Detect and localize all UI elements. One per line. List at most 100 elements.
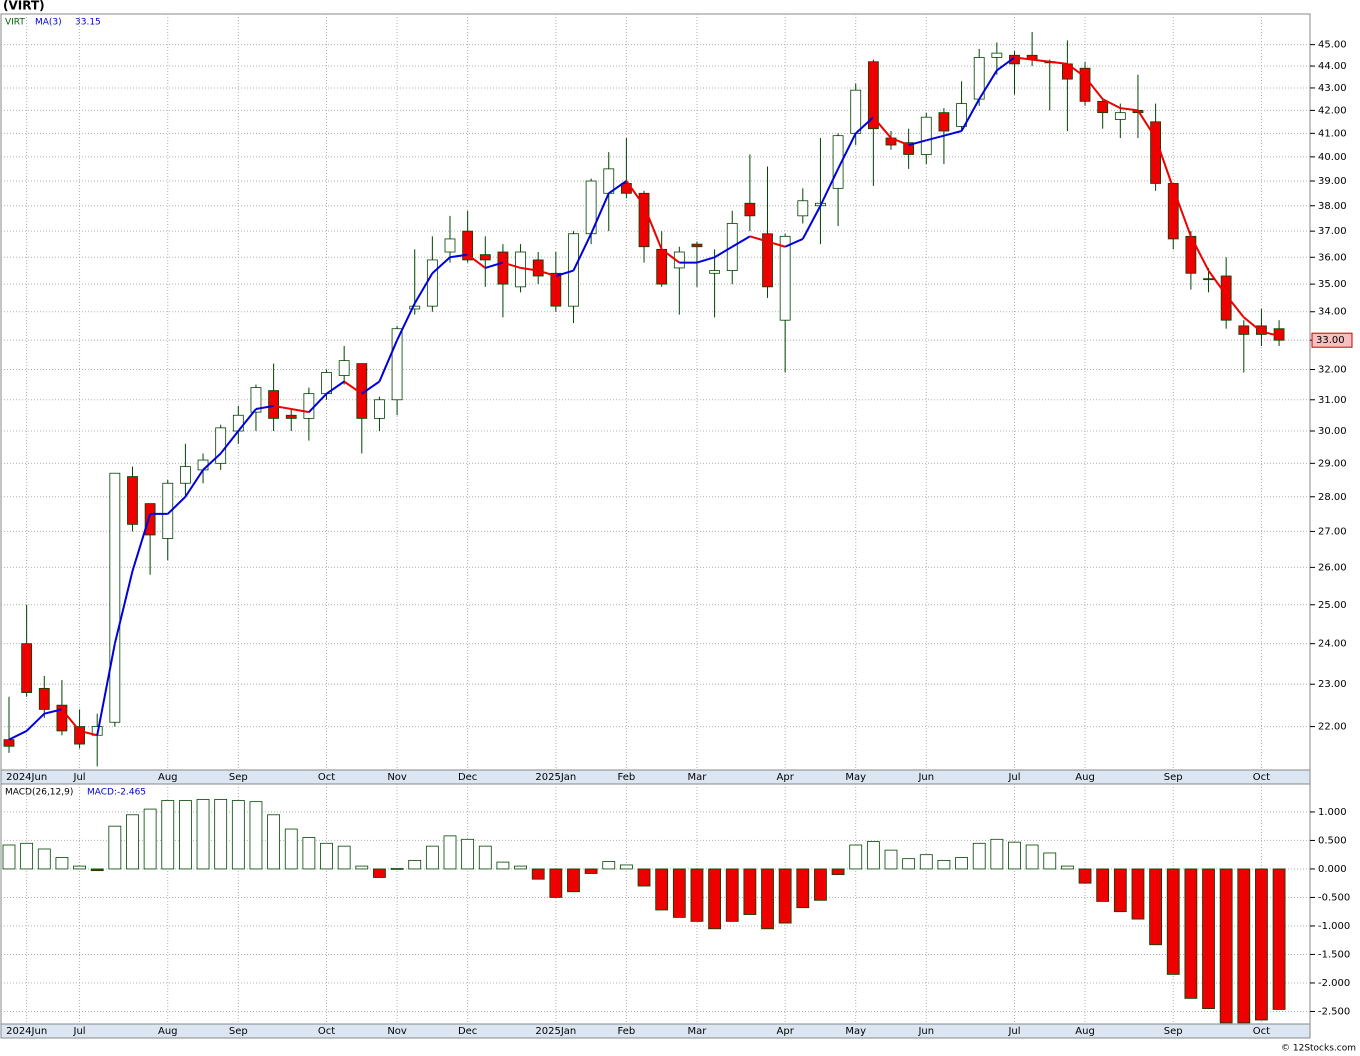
x-tick-label: Oct: [318, 1026, 335, 1037]
ma-line: [467, 253, 486, 269]
y-tick-label: 42.00: [1318, 105, 1347, 116]
macd-bar: [655, 868, 669, 911]
ma-line: [431, 256, 451, 275]
ma-line: [767, 240, 786, 248]
macd-bar: [972, 842, 986, 870]
x-tick-label: Jun: [917, 772, 934, 783]
candle-body: [56, 704, 68, 732]
candle-body: [374, 399, 385, 419]
macd-bar: [496, 861, 510, 870]
y-tick-label: 29.00: [1318, 458, 1347, 469]
ma-line: [396, 302, 416, 341]
x-tick-label: Sep: [229, 772, 248, 783]
x-tick-label: Aug: [1075, 1026, 1095, 1037]
x-tick-label: Oct: [1253, 1026, 1270, 1037]
candle-body: [197, 459, 209, 471]
macd-bar: [1096, 868, 1110, 902]
y-tick-label: 32.00: [1318, 365, 1347, 376]
macd-bar: [620, 864, 633, 870]
y-tick-label: 41.00: [1318, 128, 1347, 139]
candle-body: [1097, 100, 1109, 114]
y-tick-label: 34.00: [1318, 307, 1347, 318]
ma-line: [25, 712, 45, 732]
x-tick-label: Mar: [688, 1026, 708, 1037]
candle-body: [903, 142, 915, 155]
candle-body: [250, 387, 262, 413]
y-tick-label: 28.00: [1318, 492, 1347, 503]
ma-line: [520, 266, 539, 272]
macd-bar: [690, 868, 704, 922]
ma-line: [184, 469, 204, 498]
ma-line: [325, 380, 345, 395]
y-tick-label: 22.00: [1318, 722, 1347, 733]
candle-body: [232, 414, 244, 432]
candle-body: [603, 168, 615, 194]
macd-bar: [1184, 868, 1198, 999]
macd-bar: [1131, 868, 1145, 920]
macd-bar: [20, 842, 34, 870]
y-tick-label: 40.00: [1318, 152, 1347, 163]
legend-entry: MA(3): [35, 18, 62, 28]
macd-bar: [178, 800, 192, 870]
candle-body: [179, 466, 191, 484]
ma-line: [61, 708, 81, 732]
macd-bar: [231, 800, 245, 870]
ma-line: [1225, 294, 1245, 318]
candle-body: [21, 643, 33, 693]
candle-body: [497, 251, 509, 285]
macd-bar: [796, 868, 810, 909]
y-tick-label: 45.00: [1318, 40, 1347, 51]
x-tick-label: Jun: [917, 1026, 934, 1037]
y-tick-label: -2.000: [1318, 978, 1350, 989]
macd-bar: [355, 865, 369, 870]
x-tick-label: Nov: [387, 1026, 407, 1037]
macd-bar: [725, 868, 739, 922]
macd-bar: [267, 814, 281, 870]
macd-bar: [514, 865, 527, 870]
ma-line: [113, 570, 134, 644]
candle-body: [144, 503, 156, 536]
x-tick-label: Feb: [618, 772, 636, 783]
macd-bar: [390, 867, 404, 870]
ma-line: [572, 233, 593, 272]
x-tick-label: Sep: [1164, 772, 1183, 783]
macd-bar: [1255, 868, 1268, 1021]
candle-body: [797, 200, 809, 217]
macd-bar: [990, 838, 1004, 870]
macd-bar: [2, 844, 16, 870]
y-tick-label: 26.00: [1318, 562, 1347, 573]
macd-bar: [1219, 868, 1233, 1024]
ma-line: [1189, 235, 1210, 272]
macd-bar: [902, 858, 916, 870]
y-tick-label: 38.00: [1318, 201, 1347, 212]
macd-bar: [249, 801, 263, 870]
x-tick-label: Sep: [1164, 1026, 1183, 1037]
macd-bar: [937, 859, 951, 870]
ma-line: [890, 137, 910, 146]
x-tick-label: May: [845, 1026, 866, 1037]
macd-bar: [1025, 844, 1039, 870]
candle-body: [1203, 278, 1214, 281]
macd-bar: [743, 868, 757, 915]
x-tick-label: Jul: [1007, 772, 1020, 783]
x-tick-label: 2025Jan: [535, 1026, 576, 1037]
candle-body: [409, 305, 421, 310]
candle-body: [74, 726, 85, 745]
x-tick-label: Jul: [73, 1026, 86, 1037]
x-tick-label: Dec: [458, 1026, 477, 1037]
candle-body: [938, 112, 950, 132]
y-tick-label: 0.000: [1318, 864, 1347, 875]
macd-bar: [549, 868, 563, 898]
x-axis-band: [0, 1023, 1311, 1039]
ma-line: [625, 180, 645, 207]
candle-body: [1114, 112, 1126, 120]
y-tick-label: -2.500: [1318, 1006, 1350, 1017]
candle-body: [691, 243, 703, 248]
last-price-box: [1311, 332, 1353, 348]
macd-bar: [849, 844, 863, 870]
y-tick-label: 27.00: [1318, 526, 1347, 537]
candle-body: [391, 328, 403, 401]
macd-bar: [73, 865, 86, 870]
macd-bar: [302, 837, 316, 870]
x-tick-label: Apr: [777, 772, 795, 783]
